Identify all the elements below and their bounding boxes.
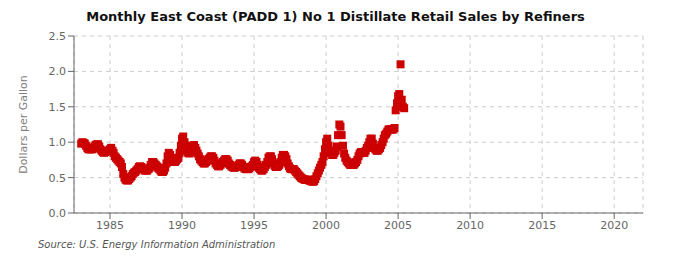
svg-text:0.5: 0.5	[49, 172, 67, 185]
svg-text:1985: 1985	[96, 219, 124, 232]
svg-text:2010: 2010	[456, 219, 484, 232]
svg-text:2015: 2015	[528, 219, 556, 232]
svg-text:0.0: 0.0	[49, 207, 67, 220]
svg-text:2020: 2020	[600, 219, 628, 232]
svg-text:2.5: 2.5	[49, 30, 67, 43]
svg-text:2.0: 2.0	[49, 65, 67, 78]
svg-text:1990: 1990	[168, 219, 196, 232]
html-text:Source: U.S. Energy Informatio: Source: U.S. Energy Information Administ…	[38, 239, 276, 250]
svg-text:Dollars per Gallon: Dollars per Gallon	[17, 75, 30, 174]
html-text:Monthly East Coast (PADD 1) No: Monthly East Coast (PADD 1) No 1 Distill…	[86, 9, 585, 24]
svg-text:1.5: 1.5	[49, 101, 67, 114]
svg-text:2005: 2005	[384, 219, 412, 232]
svg-text:1.0: 1.0	[49, 136, 67, 149]
svg-text:2000: 2000	[312, 219, 340, 232]
svg-text:1995: 1995	[240, 219, 268, 232]
